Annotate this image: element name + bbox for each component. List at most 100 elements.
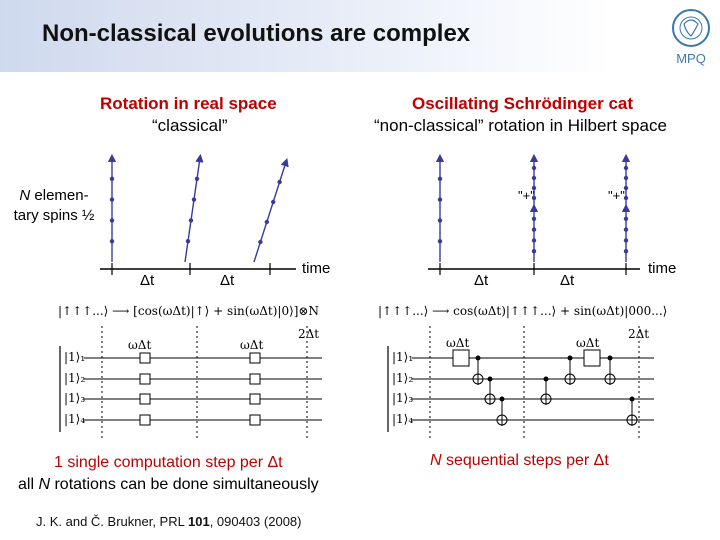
left-gate-label-2: ωΔt xyxy=(240,338,264,352)
mpq-logo: MPQ xyxy=(672,9,710,66)
right-plus-2: "+" xyxy=(608,188,625,203)
left-gate-b1 xyxy=(249,352,261,364)
right-subheading: “non-classical” rotation in Hilbert spac… xyxy=(374,116,667,135)
right-spin-column-3-down-spin-dot xyxy=(623,216,629,221)
left-gate-a2 xyxy=(139,373,151,385)
right-formula: |↑↑↑...⟩ ⟶ cos(ωΔt)|↑↑↑...⟩ + sin(ωΔt)|0… xyxy=(378,304,668,318)
left-gate-a3 xyxy=(139,393,151,405)
spins-label-rest: elemen- tary spins ½ xyxy=(13,187,95,224)
right-time-label: time xyxy=(648,260,677,277)
left-spin-column-1-spin-dot xyxy=(109,176,115,181)
left-qubit-1: |1⟩₁ xyxy=(64,350,86,364)
left-formula: |↑↑↑...⟩ ⟶ [cos(ωΔt)|↑⟩ + sin(ωΔt)|0⟩]⊗N xyxy=(58,304,320,318)
left-summary: 1 single computation step per Δt all N r… xyxy=(18,452,319,496)
right-spin-column-3-up-spin-dot xyxy=(623,185,629,191)
cnot-d-control xyxy=(567,355,573,361)
right-spin-column-3-down-spin-dot xyxy=(623,238,629,243)
right-spin-column-3-down-spin-dot xyxy=(623,227,629,232)
left-time-label: time xyxy=(302,260,331,277)
left-spin-column-2-spin-dot xyxy=(188,218,194,223)
spins-label-n: N xyxy=(19,187,31,204)
citation: J. K. and Č. Brukner, PRL 101, 090403 (2… xyxy=(36,514,302,529)
header-band xyxy=(0,0,720,72)
left-summary-line-1: 1 single computation step per Δt xyxy=(54,454,283,471)
right-spin-column-1-spin-dot xyxy=(437,239,443,244)
left-gate-a1 xyxy=(139,352,151,364)
left-spin-column-3 xyxy=(253,157,289,263)
left-qubit-2: |1⟩₂ xyxy=(64,371,86,385)
cnot-d-target xyxy=(564,373,576,385)
right-spin-column-1-spin-dot xyxy=(437,176,443,181)
right-gate-label-2: ωΔt xyxy=(576,336,600,350)
left-summary-line-2: all N rotations can be done simultaneous… xyxy=(18,476,319,493)
left-gate-a4 xyxy=(139,414,151,426)
left-gate-b3 xyxy=(249,393,261,405)
right-plus-1: "+" xyxy=(518,188,535,203)
right-gate-1 xyxy=(452,349,470,367)
right-dt-1: Δt xyxy=(474,272,489,289)
right-spin-column-2-up-spin-dot xyxy=(531,175,537,181)
cnot-c-target xyxy=(496,414,508,426)
left-spin-column-3-spin-dot xyxy=(258,239,263,245)
right-spin-column-2-down-spin-dot xyxy=(531,227,537,232)
right-heading: Oscillating Schrödinger cat xyxy=(412,94,634,113)
cnot-f-target xyxy=(604,373,616,385)
right-spin-column-3-up-spin-dot xyxy=(623,165,629,171)
cnot-b-control xyxy=(487,376,493,382)
left-subheading: “classical” xyxy=(152,116,228,135)
right-qubit-4: |1⟩₄ xyxy=(392,412,414,426)
cnot-f-control xyxy=(607,355,613,361)
right-spin-column-2-down-spin-dot xyxy=(531,238,537,243)
left-spin-arrows xyxy=(107,153,289,263)
right-spin-column-3-down-spin-dot xyxy=(623,249,629,254)
right-spin-arrows xyxy=(435,153,631,262)
left-heading: Rotation in real space xyxy=(100,94,277,113)
spins-label: N elemen- tary spins ½ xyxy=(6,186,102,226)
left-spin-column-2 xyxy=(184,153,204,263)
cnot-b-target xyxy=(484,393,496,405)
right-spin-column-2-up-spin-dot xyxy=(531,165,537,171)
cnot-a-target xyxy=(472,373,484,385)
right-gate-2 xyxy=(583,349,601,367)
left-spin-column-1-spin-dot xyxy=(109,239,115,244)
left-spin-column-2-spin-dot xyxy=(185,239,191,244)
right-spin-column-2-down-spin-dot xyxy=(531,216,537,221)
right-spin-column-2-down-spin-dot xyxy=(531,249,537,254)
right-spin-column-3-up-spin-dot xyxy=(623,175,629,181)
cnot-e-target xyxy=(540,393,552,405)
left-dt-1: Δt xyxy=(140,272,155,289)
left-gate-b2 xyxy=(249,373,261,385)
left-gate-label-1: ωΔt xyxy=(128,338,152,352)
cnot-e-control xyxy=(543,376,549,382)
right-2dt-marker: 2Δt xyxy=(628,327,650,341)
right-qubit-2: |1⟩₂ xyxy=(392,371,414,385)
left-spin-column-3-spin-dot xyxy=(271,199,276,205)
right-spin-column-1-spin-dot xyxy=(437,197,443,202)
left-gate-b4 xyxy=(249,414,261,426)
left-spin-column-2-spin-dot xyxy=(191,197,197,202)
left-spin-column-1-spin-dot xyxy=(109,218,115,223)
right-gate-label-1: ωΔt xyxy=(446,336,470,350)
right-spin-column-2-up-spin-dot xyxy=(531,185,537,191)
right-spin-column-2-up-spin-dot xyxy=(531,195,537,201)
right-summary: N sequential steps per Δt xyxy=(430,452,609,469)
cnot-g-control xyxy=(629,396,635,402)
right-spin-column-1-spin-dot xyxy=(437,218,443,223)
logo-text: MPQ xyxy=(676,51,706,66)
left-qubit-4: |1⟩₄ xyxy=(64,412,86,426)
right-qubit-3: |1⟩₃ xyxy=(392,391,414,405)
right-dt-2: Δt xyxy=(560,272,575,289)
left-2dt-marker: 2Δt xyxy=(298,327,320,341)
left-spin-column-1-spin-dot xyxy=(109,197,115,202)
slide-title: Non-classical evolutions are complex xyxy=(42,20,471,47)
left-qubit-3: |1⟩₃ xyxy=(64,391,86,405)
left-spin-column-3-spin-dot xyxy=(277,179,282,185)
right-spin-column-3-up-spin-dot xyxy=(623,195,629,201)
left-spin-column-2-spin-dot xyxy=(194,176,200,181)
left-dt-2: Δt xyxy=(220,272,235,289)
cnot-g-target xyxy=(626,414,638,426)
left-spin-column-3-spin-dot xyxy=(264,219,269,225)
cnot-c-control xyxy=(499,396,505,402)
